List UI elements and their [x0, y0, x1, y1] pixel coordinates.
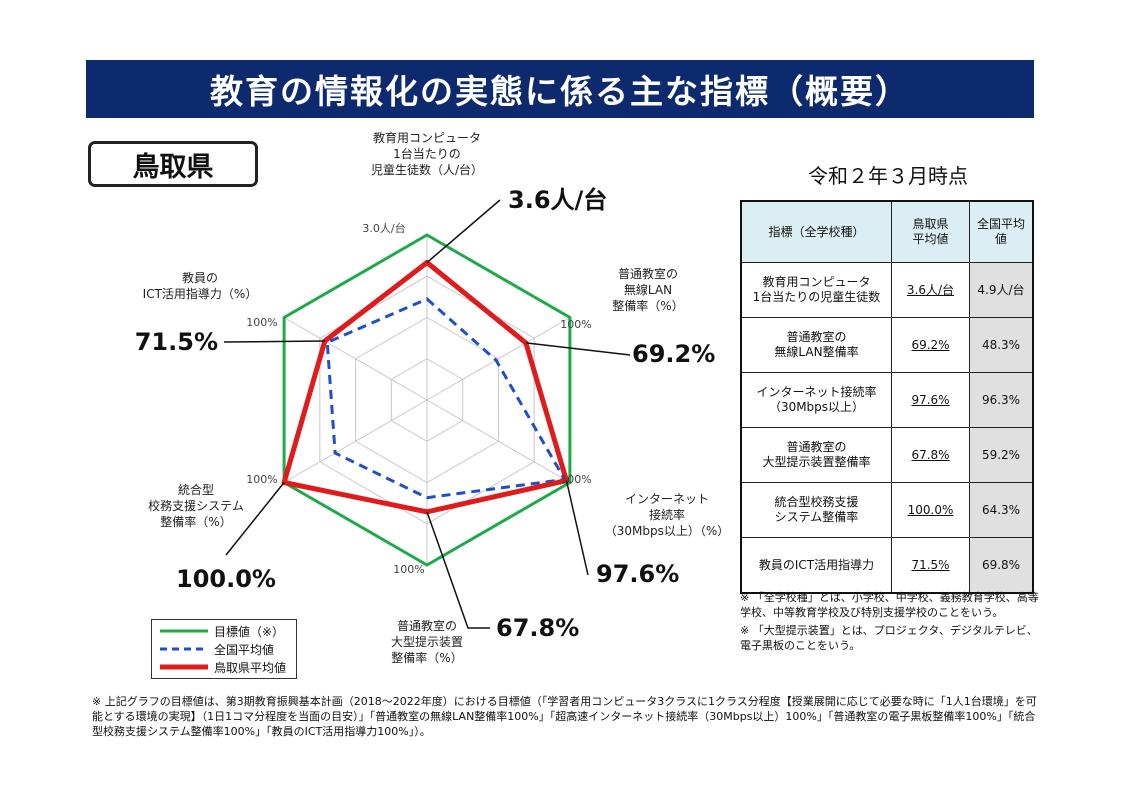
table-cell-pref: 97.6%	[891, 372, 970, 428]
callout-value: 69.2%	[632, 340, 715, 368]
callout-line	[426, 199, 501, 264]
callout-value: 67.8%	[496, 614, 579, 642]
table-cell-pref: 100.0%	[891, 482, 970, 538]
callout-line	[565, 480, 589, 576]
series-target	[282, 233, 572, 567]
table-header-pref: 鳥取県 平均値	[891, 200, 970, 263]
table-cell-national: 48.3%	[969, 317, 1034, 373]
table-cell-indicator: 統合型校務支援 システム整備率	[740, 482, 892, 538]
legend-label-national: 全国平均値	[214, 642, 275, 657]
axis-label: インターネット接続率（30Mbps以上）（%）	[605, 492, 730, 538]
grid-spoke	[283, 399, 428, 483]
callout-line	[223, 340, 325, 343]
grid-spoke	[283, 317, 428, 401]
table-row: 教育用コンピュータ 1台当たりの児童生徒数 3.6人/台 4.9人/台	[740, 262, 1034, 318]
axis-tick-label: 3.0人/台	[362, 221, 405, 235]
axis-label: 統合型校務支援システム整備率（%）	[148, 482, 244, 529]
table-row: 普通教室の 大型提示装置整備率 67.8% 59.2%	[740, 427, 1034, 483]
series-national	[325, 297, 568, 500]
legend-item-target: 目標値（※）	[160, 622, 284, 640]
legend-item-tottori: 鳥取県平均値	[160, 658, 286, 676]
date-label: 令和２年３月時点	[808, 164, 968, 188]
table-cell-national: 4.9人/台	[969, 262, 1034, 318]
callout-value: 97.6%	[596, 560, 679, 588]
table-cell-pref: 67.8%	[891, 427, 970, 483]
indicator-table: 指標（全学校種） 鳥取県 平均値 全国平均値 教育用コンピュータ 1台当たりの児童生…	[740, 200, 1034, 594]
grid-spoke	[426, 399, 571, 483]
table-cell-national: 64.3%	[969, 482, 1034, 538]
page-title: 教育の情報化の実態に係る主な指標（概要）	[86, 60, 1034, 118]
table-header-national: 全国平均値	[969, 200, 1034, 263]
axis-label: 教員の ICT活用指導力（%）	[143, 270, 258, 301]
chart-legend: 目標値（※） 全国平均値 鳥取県平均値	[151, 619, 297, 679]
callout-line	[225, 482, 285, 556]
grid-spoke	[426, 317, 571, 401]
table-row: 教員のICT活用指導力 71.5% 69.8%	[740, 537, 1034, 594]
table-cell-indicator: 普通教室の 無線LAN整備率	[740, 317, 892, 373]
axis-label: 普通教室の無線LAN 整備率（%）	[612, 266, 683, 313]
callout-line	[525, 342, 631, 356]
table-cell-indicator: 教育用コンピュータ 1台当たりの児童生徒数	[740, 262, 892, 318]
table-row: 普通教室の 無線LAN整備率 69.2% 48.3%	[740, 317, 1034, 373]
table-cell-pref: 71.5%	[891, 537, 970, 594]
note-display-devices: ※ 「大型提示装置」とは、プロジェクタ、デジタルテレビ、電子黒板のことをいう。	[740, 624, 1038, 652]
table-row: 統合型校務支援 システム整備率 100.0% 64.3%	[740, 482, 1034, 538]
legend-swatch-target	[160, 629, 208, 633]
prefecture-label: 鳥取県	[88, 141, 258, 187]
table-cell-indicator: 普通教室の 大型提示装置整備率	[740, 427, 892, 483]
legend-swatch-tottori	[160, 664, 208, 670]
axis-tick-label: 100%	[560, 318, 591, 331]
footnote: ※ 上記グラフの目標値は、第3期教育振興基本計画（2018～2022年度）におけ…	[92, 695, 1037, 738]
axis-tick-label: 100%	[560, 473, 591, 486]
table-cell-national: 96.3%	[969, 372, 1034, 428]
table-cell-national: 59.2%	[969, 427, 1034, 483]
axis-tick-label: 100%	[393, 563, 424, 576]
legend-swatch-national	[160, 647, 208, 651]
legend-label-tottori: 鳥取県平均値	[214, 660, 287, 675]
table-cell-indicator: 教員のICT活用指導力	[740, 537, 892, 594]
callout-value: 100.0%	[176, 565, 276, 593]
legend-label-target: 目標値（※）	[214, 624, 285, 639]
axis-tick-label: 100%	[246, 316, 277, 329]
table-row: インターネット接続率 （30Mbps以上） 97.6% 96.3%	[740, 372, 1034, 428]
table-header-indicator: 指標（全学校種）	[740, 200, 892, 263]
table-cell-pref: 3.6人/台	[891, 262, 970, 318]
table-cell-national: 69.8%	[969, 537, 1034, 594]
axis-label: 普通教室の大型提示装置整備率（%）	[391, 618, 463, 665]
note-school-types: ※ 「全学校種」とは、小学校、中学校、義務教育学校、高等学校、中等教育学校及び特…	[740, 591, 1039, 619]
axis-tick-label: 100%	[246, 473, 277, 486]
callout-value: 3.6人/台	[508, 186, 607, 214]
series-tottori	[281, 260, 569, 515]
axis-label: 教育用コンピュータ 1台当たりの児童生徒数（人/台）	[371, 130, 483, 177]
callout-line	[426, 511, 490, 629]
table-cell-indicator: インターネット接続率 （30Mbps以上）	[740, 372, 892, 428]
legend-item-national: 全国平均値	[160, 640, 274, 658]
table-cell-pref: 69.2%	[891, 317, 970, 373]
callout-value: 71.5%	[135, 328, 218, 356]
